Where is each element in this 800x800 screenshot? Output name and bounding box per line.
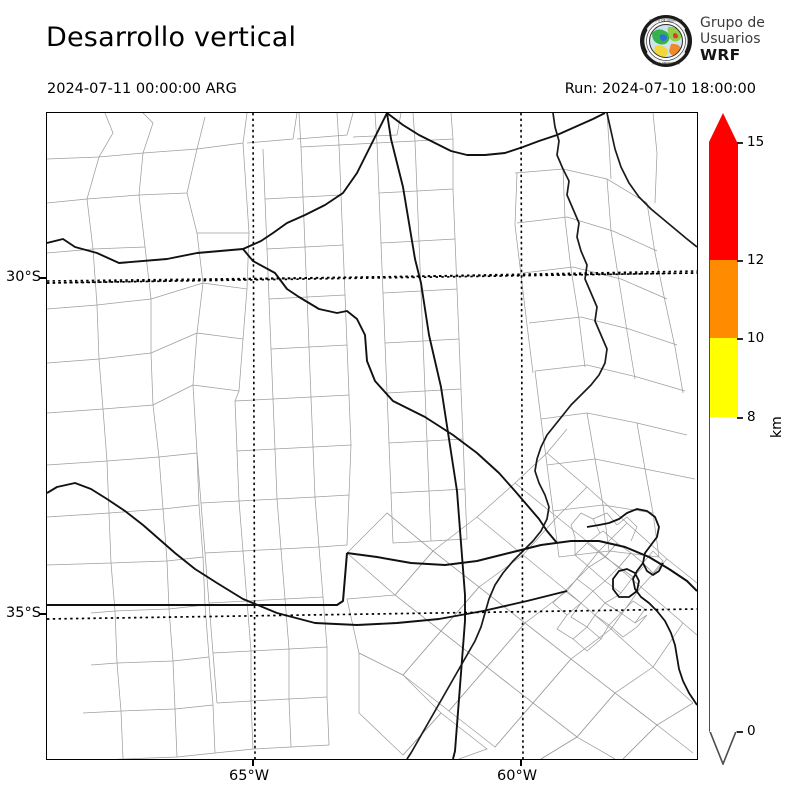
graticule-lon-65 — [252, 113, 256, 759]
colorbar-tick-12 — [737, 260, 743, 262]
colorbar-label-15: 15 — [747, 134, 765, 150]
logo-text: Grupo de Usuarios WRF — [700, 15, 765, 63]
province-borders — [47, 113, 606, 759]
map-vector-layer — [47, 113, 697, 759]
tick-lat-30 — [40, 277, 46, 279]
graticule-lat-30-line — [47, 272, 697, 284]
axis-label-lon-65: 65°W — [229, 768, 270, 784]
colorbar-segment-8-10 — [710, 338, 738, 417]
colorbar-under-arrow — [709, 731, 737, 765]
axis-label-lat-35: 35°S — [6, 605, 41, 621]
colorbar-unit-label: km — [769, 416, 785, 438]
logo-line-2: Usuarios — [700, 31, 761, 47]
svg-text:GRUPO DE USUARIOS: GRUPO DE USUARIOS — [649, 19, 683, 23]
colorbar-over-arrow — [709, 113, 737, 142]
colorbar-segment-0-8 — [710, 417, 738, 731]
buenos-aires-border — [47, 540, 697, 606]
logo: GRUPO DE USUARIOS W R F ARGENTINA Grupo … — [638, 13, 790, 71]
graticule-lat-32-5 — [47, 499, 697, 505]
run-time-label: Run: 2024-07-10 18:00:00 — [564, 81, 756, 97]
colorbar[interactable]: 15 12 10 8 0 km — [709, 113, 785, 765]
colorbar-label-8: 8 — [747, 409, 756, 425]
colorbar-segment-12-15 — [710, 142, 738, 260]
axis-label-lat-30: 30°S — [6, 269, 41, 285]
colorbar-tick-10 — [737, 338, 743, 340]
graticule-major — [47, 272, 697, 620]
globe-emblem-icon: GRUPO DE USUARIOS W R F ARGENTINA — [638, 13, 694, 69]
graticule-lon-60 — [520, 113, 524, 759]
tick-lon-65 — [252, 760, 254, 766]
colorbar-tick-8 — [737, 417, 743, 419]
colorbar-label-10: 10 — [747, 330, 765, 346]
tick-lon-60 — [520, 760, 522, 766]
graticule — [47, 113, 697, 759]
page-title: Desarrollo vertical — [46, 22, 297, 53]
colorbar-body — [709, 142, 738, 731]
valid-time-label: 2024-07-11 00:00:00 ARG — [47, 81, 237, 97]
coastline — [586, 508, 697, 706]
graticule-lat-35-line — [47, 608, 697, 620]
colorbar-tick-15 — [737, 142, 743, 144]
colorbar-segment-10-12 — [710, 260, 738, 338]
county-borders — [47, 113, 697, 759]
tick-lat-35 — [40, 613, 46, 615]
graticule-lat-30 — [47, 272, 697, 282]
logo-line-1: Grupo de — [700, 15, 765, 31]
logo-line-3: WRF — [700, 46, 741, 64]
colorbar-tick-0 — [737, 731, 743, 733]
svg-text:W R F ARGENTINA: W R F ARGENTINA — [652, 62, 681, 66]
axis-label-lon-60: 60°W — [497, 768, 538, 784]
river-borders — [406, 113, 697, 759]
map-canvas[interactable] — [46, 112, 698, 760]
colorbar-label-12: 12 — [747, 252, 765, 268]
colorbar-label-0: 0 — [747, 723, 756, 739]
